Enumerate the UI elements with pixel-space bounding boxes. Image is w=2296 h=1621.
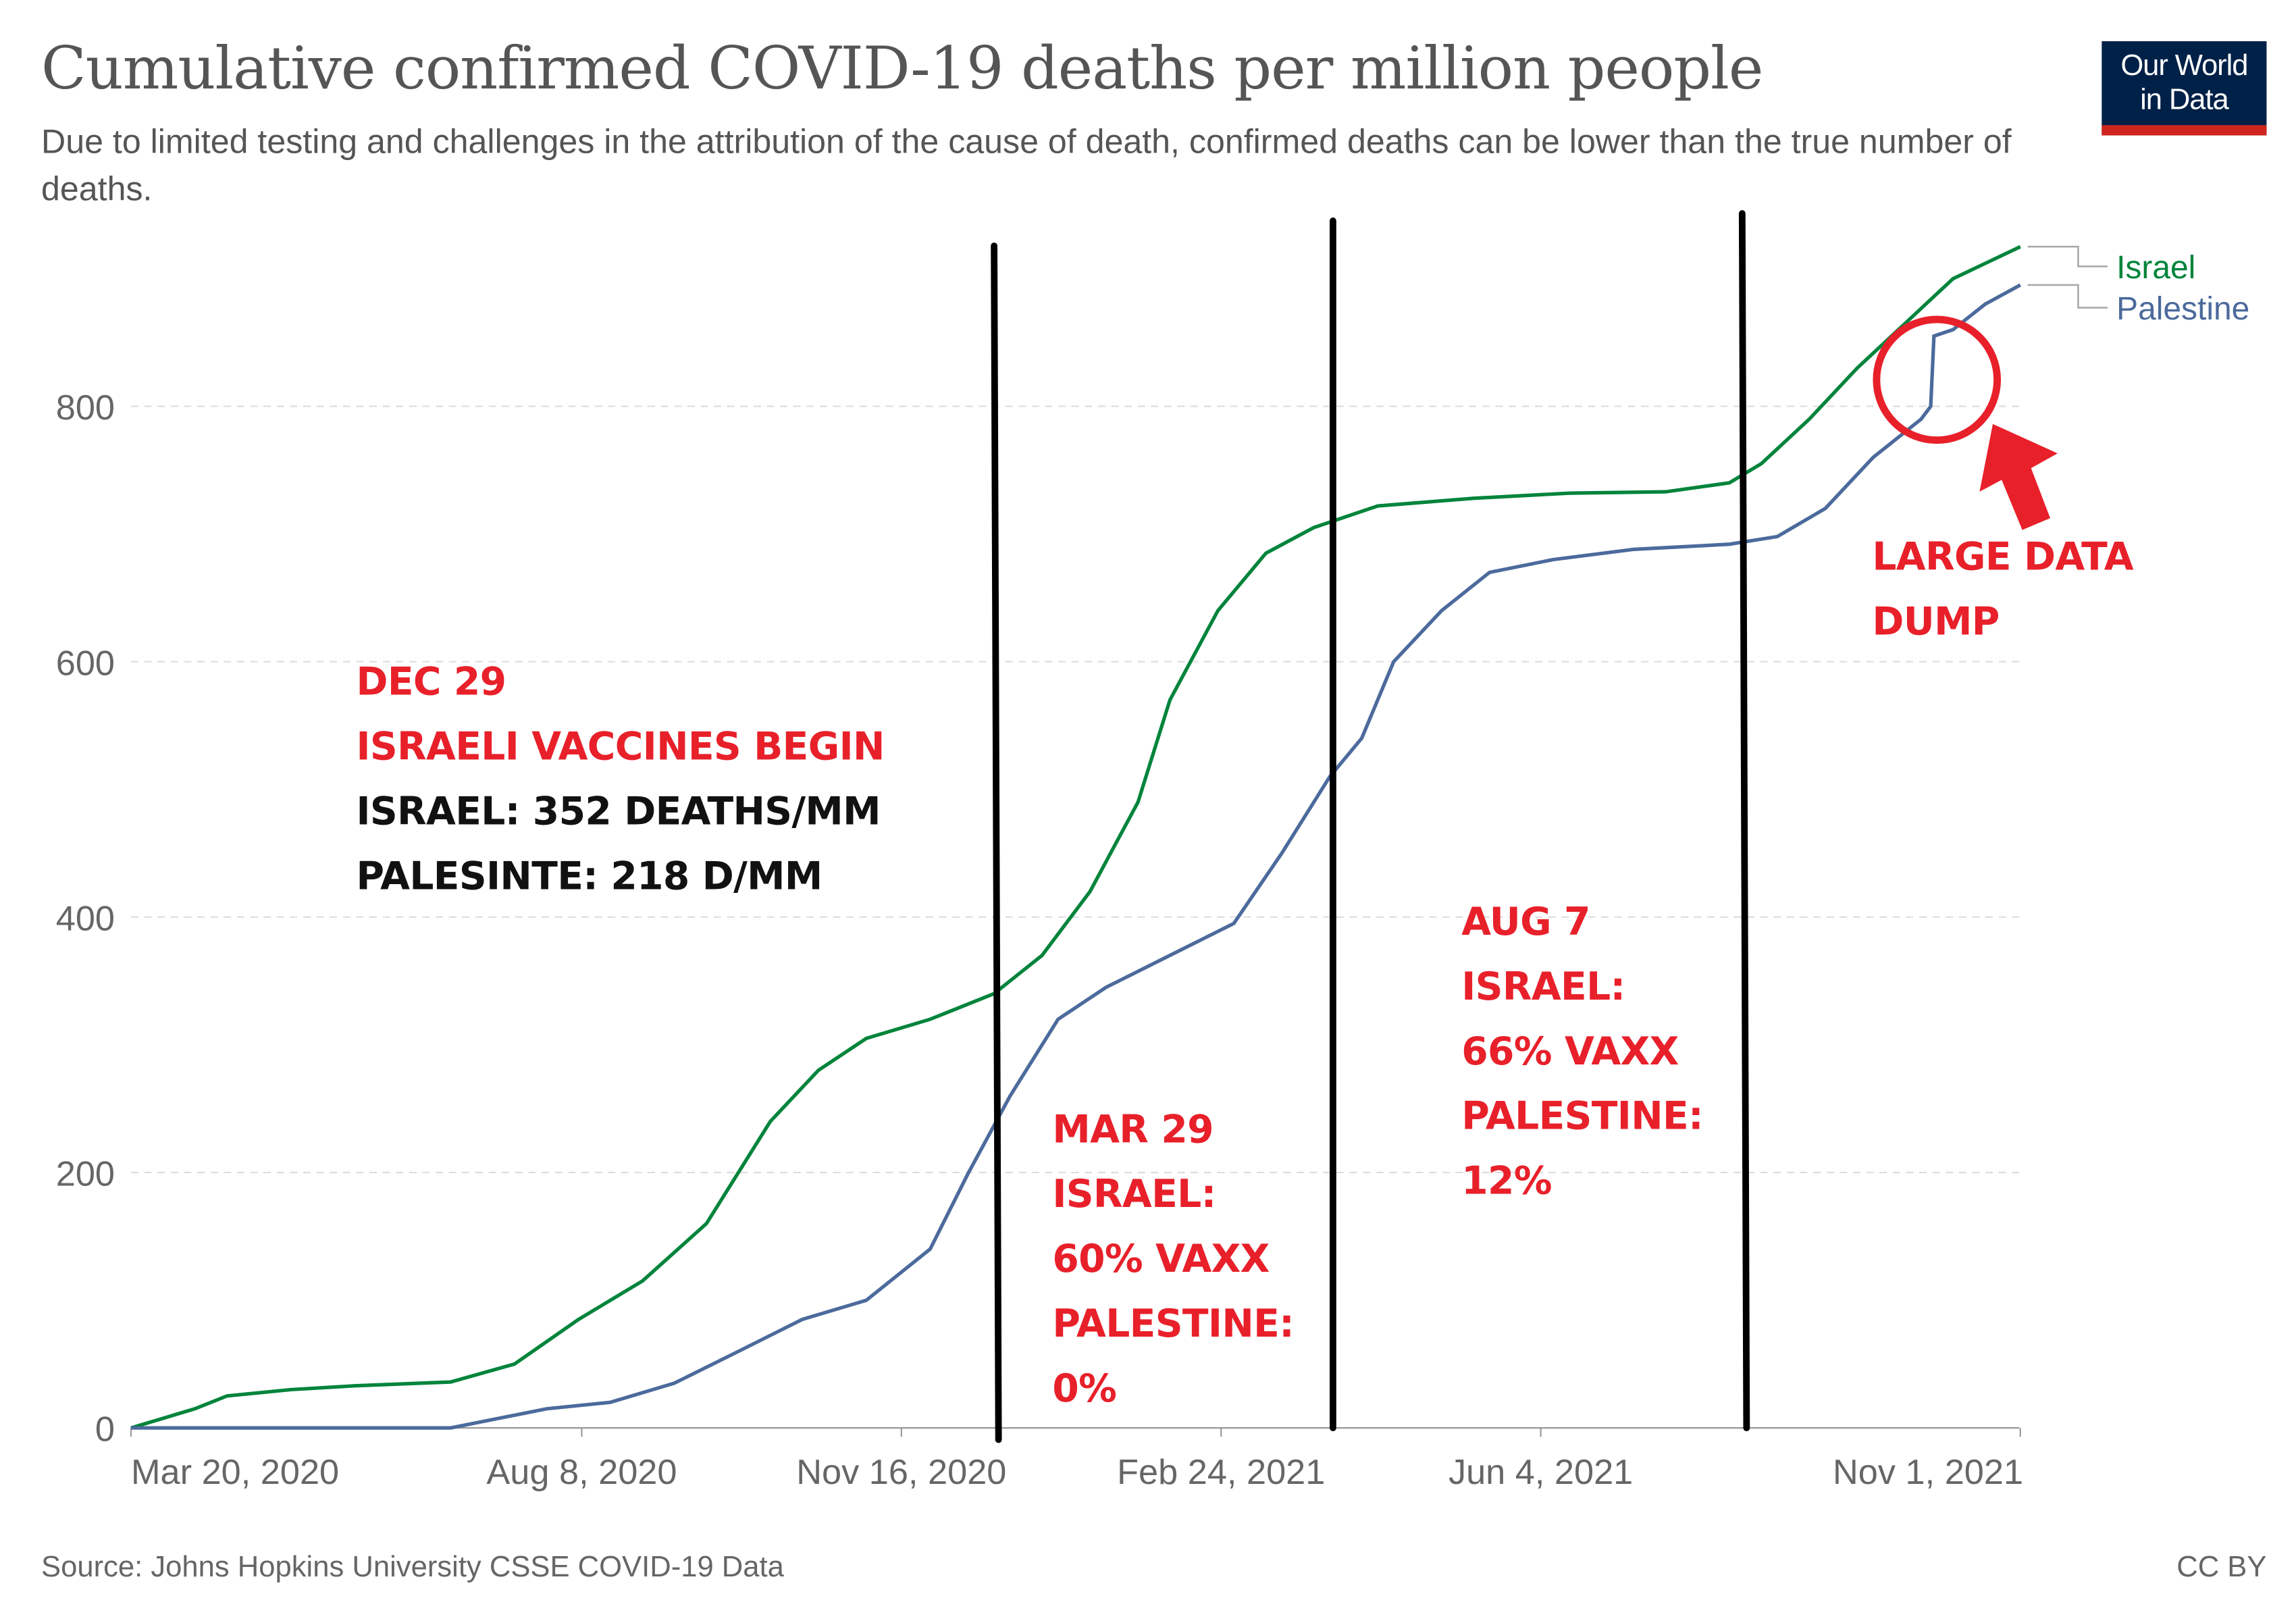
y-tick-label: 0 — [95, 1410, 115, 1449]
vertical-marker-line — [1738, 210, 1750, 1432]
legend-label-israel: Israel — [2116, 250, 2195, 286]
x-tick-label: Feb 24, 2021 — [1117, 1453, 1325, 1492]
annotation-mar29: MAR 29 ISRAEL: 60% VAXX PALESTINE: 0% — [1052, 1098, 1295, 1422]
chart-subtitle: Due to limited testing and challenges in… — [41, 122, 2012, 208]
ann-line: 60% VAXX — [1052, 1237, 1270, 1283]
annotation-data-dump: LARGE DATA DUMP — [1872, 525, 2133, 655]
highlight-circle — [1873, 315, 2002, 444]
x-tick-label: Nov 16, 2020 — [796, 1453, 1006, 1492]
legend-connector — [2027, 245, 2108, 267]
ann-line: 12% — [1461, 1160, 1552, 1204]
ann-line: ISRAELI VACCINES BEGIN — [356, 725, 885, 770]
y-tick-label: 800 — [56, 388, 115, 428]
vertical-marker-line — [991, 242, 1002, 1443]
source-note: Source: Johns Hopkins University CSSE CO… — [41, 1551, 784, 1585]
series-line-palestine — [130, 283, 2022, 1430]
owid-logo[interactable]: Our World in Data — [2102, 41, 2267, 136]
annotation-dec29: DEC 29 ISRAELI VACCINES BEGIN ISRAEL: 35… — [356, 650, 885, 910]
ann-line: PALESTINE: — [1461, 1095, 1704, 1139]
ann-line: PALESTINE: — [1052, 1302, 1295, 1347]
y-tick-label: 600 — [56, 644, 115, 683]
legend-label-palestine: Palestine — [2116, 291, 2249, 327]
legend-connector — [2027, 284, 2108, 309]
ann-line: AUG 7 — [1461, 900, 1590, 946]
x-tick-label: Mar 20, 2020 — [131, 1453, 339, 1492]
ann-line: 0% — [1052, 1367, 1117, 1412]
ann-line: MAR 29 — [1052, 1108, 1214, 1153]
arrow-icon — [1979, 423, 2058, 530]
ann-line: LARGE DATA — [1872, 536, 2133, 580]
ann-line: ISRAEL: — [1461, 965, 1625, 1010]
x-tick-label: Jun 4, 2021 — [1449, 1453, 1633, 1492]
logo-line2: in Data — [2140, 84, 2229, 117]
x-tick-label: Nov 1, 2021 — [1833, 1453, 2023, 1492]
license-link[interactable]: CC BY — [2176, 1551, 2267, 1585]
ann-line: DUMP — [1872, 600, 2000, 645]
y-tick-label: 400 — [56, 899, 115, 938]
ann-line: PALESINTE: 218 D/MM — [356, 855, 823, 900]
ann-line: DEC 29 — [356, 661, 506, 705]
y-tick-label: 200 — [56, 1155, 115, 1194]
annotation-aug7: AUG 7 ISRAEL: 66% VAXX PALESTINE: 12% — [1461, 891, 1704, 1214]
ann-line: ISRAEL: 352 DEATHS/MM — [356, 790, 881, 835]
ann-line: 66% VAXX — [1461, 1030, 1679, 1075]
ann-line: ISRAEL: — [1052, 1173, 1216, 1218]
chart-title: Cumulative confirmed COVID-19 deaths per… — [41, 35, 1763, 103]
x-tick-label: Aug 8, 2020 — [486, 1453, 677, 1492]
logo-line1: Our World — [2120, 50, 2248, 83]
series-line-israel — [130, 245, 2021, 1430]
